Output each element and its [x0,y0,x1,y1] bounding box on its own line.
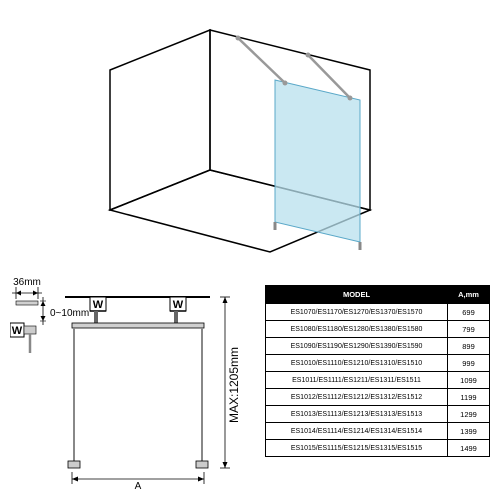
wall-left [110,30,210,210]
cell-amm: 899 [448,338,490,355]
cell-model: ES1011/ES1111/ES1211/ES1311/ES1511 [266,372,448,389]
cell-model: ES1014/ES1114/ES1214/ES1314/ES1514 [266,423,448,440]
th-amm: A,mm [448,286,490,304]
cell-model: ES1012/ES1112/ES1212/ES1312/ES1512 [266,389,448,406]
dim-36mm: 36mm [13,277,41,288]
cell-model: ES1013/ES1113/ES1213/ES1313/ES1513 [266,406,448,423]
table-row: ES1010/ES1110/ES1210/ES1310/ES1510999 [266,355,490,372]
cell-amm: 1299 [448,406,490,423]
table-row: ES1014/ES1114/ES1214/ES1314/ES15141399 [266,423,490,440]
cell-amm: 799 [448,321,490,338]
w-label-3: W [12,325,23,337]
cell-model: ES1090/ES1190/ES1290/ES1390/ES1590 [266,338,448,355]
table-row: ES1012/ES1112/ES1212/ES1312/ES15121199 [266,389,490,406]
model-table: MODEL A,mm ES1070/ES1170/ES1270/ES1370/E… [265,285,490,457]
cell-amm: 699 [448,304,490,321]
dim-max: MAX:1205mm [227,347,241,423]
support-bar-1 [238,38,285,83]
isometric-diagram [90,20,410,260]
cell-amm: 1399 [448,423,490,440]
dim-A: A [135,481,142,490]
cell-amm: 999 [448,355,490,372]
glass-top-view [72,323,204,328]
table-row: ES1070/ES1170/ES1270/ES1370/ES1570699 [266,304,490,321]
cell-model: ES1010/ES1110/ES1210/ES1310/ES1510 [266,355,448,372]
cell-amm: 1199 [448,389,490,406]
table-row: ES1015/ES1115/ES1215/ES1315/ES15151499 [266,440,490,457]
table-row: ES1090/ES1190/ES1290/ES1390/ES1590899 [266,338,490,355]
w-label-2: W [173,299,184,311]
cell-model: ES1070/ES1170/ES1270/ES1370/ES1570 [266,304,448,321]
cell-model: ES1015/ES1115/ES1215/ES1315/ES1515 [266,440,448,457]
cell-model: ES1080/ES1180/ES1280/ES1380/ES1580 [266,321,448,338]
cell-amm: 1099 [448,372,490,389]
w-label-1: W [93,299,104,311]
cell-amm: 1499 [448,440,490,457]
th-model: MODEL [266,286,448,304]
table-row: ES1011/ES1111/ES1211/ES1311/ES15111099 [266,372,490,389]
schematic-diagram: W W 36mm 0~10mm W [10,275,255,490]
table-row: ES1013/ES1113/ES1213/ES1313/ES15131299 [266,406,490,423]
dim-010mm: 0~10mm [50,308,89,319]
table-row: ES1080/ES1180/ES1280/ES1380/ES1580799 [266,321,490,338]
glass-panel [275,80,360,242]
